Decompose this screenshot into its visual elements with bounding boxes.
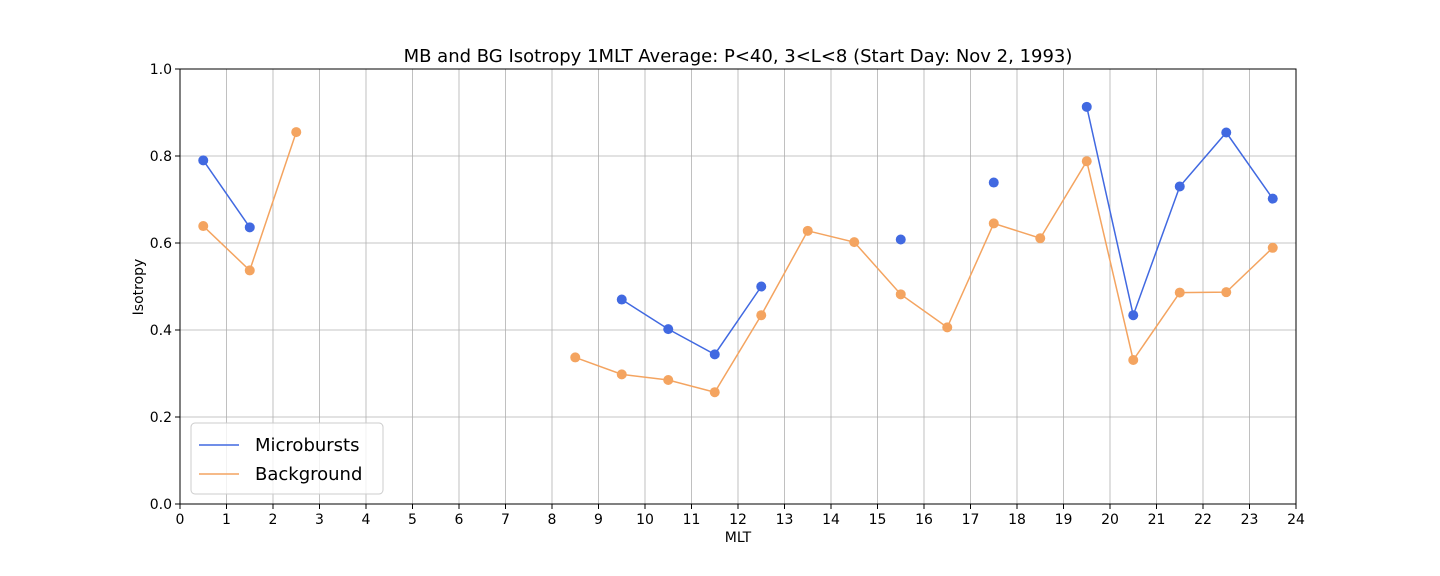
y-tick-label: 1.0 [150, 62, 172, 78]
data-point [802, 225, 813, 236]
data-point [895, 289, 906, 300]
data-point [244, 222, 255, 233]
y-tick-label: 0.8 [150, 149, 172, 165]
x-tick-label: 20 [1101, 512, 1119, 528]
data-point [1267, 242, 1278, 253]
series-line [574, 159, 1274, 394]
data-point [616, 294, 627, 305]
x-tick-label: 13 [776, 512, 794, 528]
legend-label: Microbursts [255, 435, 360, 456]
data-point [988, 177, 999, 188]
data-point [1128, 355, 1139, 366]
x-tick-label: 7 [501, 512, 510, 528]
x-tick-label: 22 [1194, 512, 1212, 528]
data-point [291, 127, 302, 138]
x-tick-label: 11 [683, 512, 701, 528]
data-point [198, 221, 209, 232]
data-point [709, 387, 720, 398]
x-axis: 0 1 2 3 4 5 6 7 8 9 10 11 12 13 14 15 16 17 18 19 20 21 22 23 24 [176, 504, 1305, 528]
x-tick-label: 4 [362, 512, 371, 528]
data-point [756, 310, 767, 321]
series-line [202, 159, 251, 228]
data-point [942, 322, 953, 333]
x-tick-label: 12 [729, 512, 747, 528]
x-tick-label: 6 [455, 512, 464, 528]
data-point [756, 281, 767, 292]
data-point [1128, 310, 1139, 321]
series-line [1086, 106, 1274, 318]
x-tick-label: 5 [408, 512, 417, 528]
data-point [570, 352, 581, 363]
series-line [202, 131, 297, 272]
data-point [1081, 156, 1092, 167]
data-point [663, 375, 674, 386]
x-tick-label: 8 [548, 512, 557, 528]
x-tick-label: 2 [269, 512, 278, 528]
data-point [198, 155, 209, 166]
y-tick-label: 0.0 [150, 497, 172, 513]
x-tick-label: 9 [594, 512, 603, 528]
y-axis-label: Isotropy [131, 259, 147, 316]
y-tick-label: 0.2 [150, 410, 172, 426]
x-tick-label: 10 [636, 512, 654, 528]
x-tick-label: 14 [822, 512, 840, 528]
x-tick-label: 19 [1055, 512, 1073, 528]
data-point [1267, 193, 1278, 204]
data-point [1174, 287, 1185, 298]
data-point [709, 349, 720, 360]
chart-title: MB and BG Isotropy 1MLT Average: P<40, 3… [404, 46, 1073, 67]
series-background [198, 127, 1278, 398]
legend: Microbursts Background [190, 422, 384, 495]
series-microbursts [198, 101, 1278, 360]
series-line [621, 286, 762, 356]
x-tick-label: 15 [869, 512, 887, 528]
x-tick-label: 3 [315, 512, 324, 528]
data-point [1035, 233, 1046, 244]
legend-label: Background [255, 464, 362, 485]
y-axis: 0.0 0.2 0.4 0.6 0.8 1.0 [150, 62, 180, 513]
x-tick-label: 24 [1287, 512, 1305, 528]
x-tick-label: 23 [1241, 512, 1259, 528]
legend-box [190, 422, 384, 495]
x-tick-label: 17 [962, 512, 980, 528]
x-tick-label: 16 [915, 512, 933, 528]
data-point [988, 218, 999, 229]
data-point [244, 265, 255, 276]
data-point [1221, 287, 1232, 298]
data-point [616, 369, 627, 380]
data-point [849, 237, 860, 248]
data-point [1221, 127, 1232, 138]
series-layer [198, 101, 1278, 398]
x-tick-label: 1 [222, 512, 231, 528]
x-tick-label: 18 [1008, 512, 1026, 528]
y-tick-label: 0.6 [150, 236, 172, 252]
x-axis-label: MLT [725, 530, 752, 546]
x-tick-label: 21 [1148, 512, 1166, 528]
x-tick-label: 0 [176, 512, 185, 528]
data-point [895, 234, 906, 245]
y-tick-label: 0.4 [150, 323, 172, 339]
data-point [663, 324, 674, 335]
data-point [1174, 181, 1185, 192]
data-point [1081, 101, 1092, 112]
